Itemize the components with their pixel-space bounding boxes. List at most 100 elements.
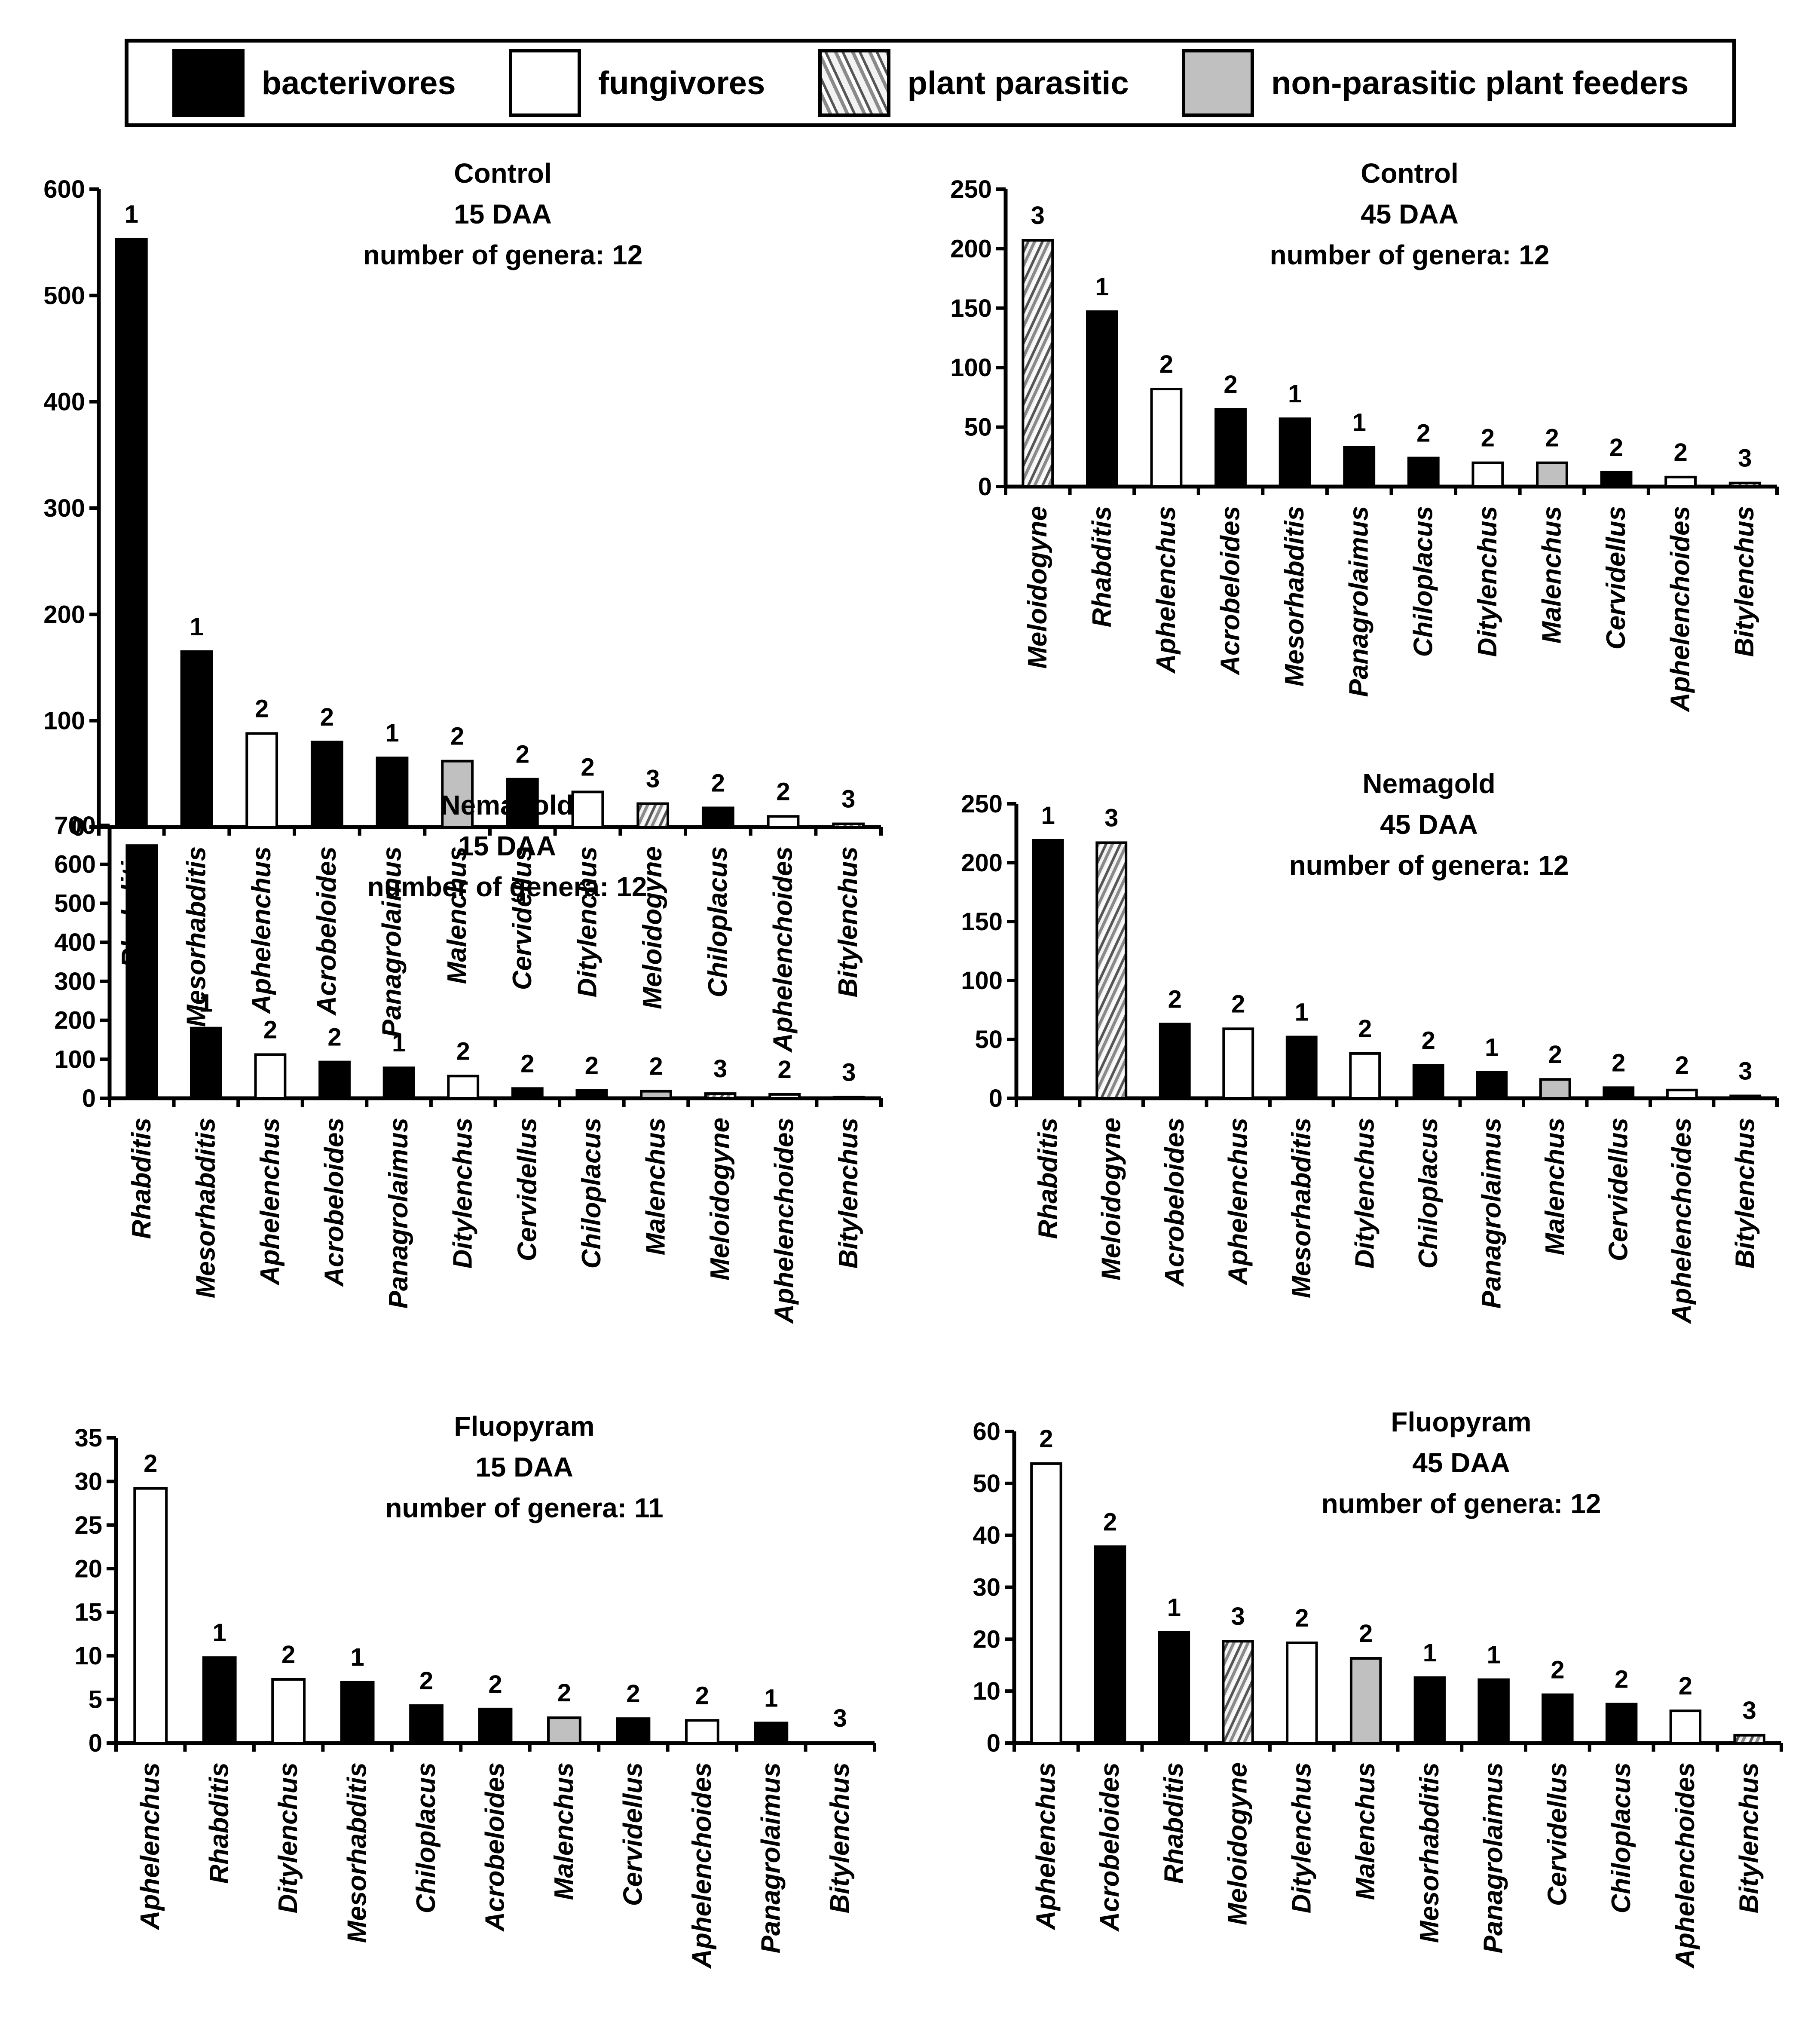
bar-ditylenchus xyxy=(1287,1643,1316,1743)
x-tick-label: Rhabditis xyxy=(1087,506,1116,627)
bar-mesorhabditis xyxy=(191,1028,221,1098)
x-tick-label: Malenchus xyxy=(1537,506,1566,643)
bar-chiloplacus xyxy=(1414,1065,1443,1098)
bar-malenchus xyxy=(1541,1079,1570,1098)
y-tick-label: 200 xyxy=(54,1007,96,1035)
bar-aphelenchus xyxy=(1152,389,1181,487)
x-tick-label: Chiloplacus xyxy=(1413,1118,1443,1268)
data-label: 2 xyxy=(1231,990,1245,1018)
y-tick-label: 0 xyxy=(978,473,992,501)
data-label: 2 xyxy=(263,1016,277,1044)
data-label: 2 xyxy=(1551,1656,1564,1684)
bar-rhabditis xyxy=(116,239,147,827)
y-tick-label: 400 xyxy=(54,928,96,956)
legend-swatch-non-parasitic xyxy=(1182,49,1254,117)
bar-chiloplacus xyxy=(1409,458,1438,487)
y-tick-label: 10 xyxy=(973,1677,1000,1705)
bar-aphelenchus xyxy=(256,1054,285,1098)
data-label: 3 xyxy=(1738,1057,1752,1085)
y-tick-label: 500 xyxy=(54,889,96,917)
y-tick-label: 0 xyxy=(82,1085,96,1112)
y-tick-label: 0 xyxy=(989,1085,1003,1112)
y-tick-label: 100 xyxy=(54,1045,96,1073)
data-label: 1 xyxy=(1295,999,1309,1026)
y-tick-label: 200 xyxy=(950,235,992,263)
bar-aphelenchus xyxy=(1031,1464,1061,1743)
data-label: 2 xyxy=(1612,1049,1625,1077)
x-tick-label: Cervidellus xyxy=(512,1118,542,1261)
x-tick-label: Malenchus xyxy=(1540,1118,1570,1255)
data-label: 1 xyxy=(213,1619,226,1647)
data-label: 2 xyxy=(1548,1041,1562,1069)
bar-panagrolaimus xyxy=(384,1068,414,1098)
data-label: 2 xyxy=(1615,1665,1628,1693)
y-tick-label: 150 xyxy=(961,908,1003,936)
data-label: 1 xyxy=(1095,273,1109,301)
x-tick-label: Chiloplacus xyxy=(411,1762,441,1913)
bar-aphelenchoides xyxy=(1666,477,1695,487)
data-label: 2 xyxy=(144,1450,157,1478)
bar-ditylenchus xyxy=(272,1679,304,1743)
x-tick-label: Bitylenchus xyxy=(825,1762,855,1913)
data-label: 1 xyxy=(199,990,213,1017)
bar-aphelenchoides xyxy=(686,1720,718,1743)
x-tick-label: Malenchus xyxy=(641,1118,670,1255)
chart-title-line: Control xyxy=(1361,158,1459,189)
y-tick-label: 0 xyxy=(89,1729,102,1757)
bar-panagrolaimus xyxy=(1479,1680,1508,1743)
data-label: 2 xyxy=(1416,420,1430,447)
bar-rhabditis xyxy=(1087,312,1117,487)
y-tick-label: 0 xyxy=(987,1729,1000,1757)
x-tick-label: Rhabditis xyxy=(205,1762,234,1884)
y-tick-label: 25 xyxy=(74,1511,102,1539)
bar-aphelenchoides xyxy=(1671,1711,1700,1743)
data-label: 2 xyxy=(1224,371,1237,398)
y-tick-label: 5 xyxy=(89,1686,102,1714)
y-tick-label: 700 xyxy=(54,812,96,839)
bar-acrobeloides xyxy=(1095,1547,1125,1743)
legend-item-bacterivores: bacterivores xyxy=(172,49,456,117)
x-tick-label: Acrobeloides xyxy=(480,1762,510,1932)
y-tick-label: 20 xyxy=(973,1625,1000,1653)
bar-aphelenchus xyxy=(135,1489,166,1743)
x-tick-label: Panagrolaimus xyxy=(756,1762,786,1953)
chart-control-15daa: Control 15 DAA number of genera: 12 0 100 200… xyxy=(0,146,907,744)
data-label: 2 xyxy=(1673,438,1687,466)
chart-title-line: Nemagold xyxy=(1362,768,1495,799)
x-tick-label: Ditylenchus xyxy=(1287,1762,1316,1913)
data-label: 1 xyxy=(135,807,149,835)
x-tick-label: Chiloplacus xyxy=(1606,1762,1636,1913)
bar-mesorhabditis xyxy=(1280,419,1310,487)
y-tick-label: 250 xyxy=(950,175,992,203)
y-tick-label: 500 xyxy=(43,282,85,309)
chart-title-line: Fluopyram xyxy=(454,1411,594,1442)
chart-title-line: number of genera: 12 xyxy=(363,239,643,270)
y-tick-label: 40 xyxy=(973,1522,1000,1550)
x-tick-label: Aphelenchoides xyxy=(1667,1118,1697,1324)
y-tick-label: 15 xyxy=(74,1599,102,1627)
x-tick-label: Cervidellus xyxy=(1542,1762,1572,1906)
bar-panagrolaimus xyxy=(755,1723,787,1743)
data-label: 1 xyxy=(1487,1641,1500,1669)
data-label: 2 xyxy=(419,1667,433,1695)
chart-title-line: number of genera: 11 xyxy=(385,1492,663,1523)
bar-cervidellus xyxy=(618,1719,649,1743)
bar-meloidogyne xyxy=(706,1094,735,1098)
bar-rhabditis xyxy=(204,1657,236,1743)
chart-title-line: 45 DAA xyxy=(1361,199,1459,230)
data-label: 2 xyxy=(1159,350,1173,378)
bar-meloidogyne xyxy=(1223,1641,1252,1743)
bar-acrobeloides xyxy=(320,1062,349,1098)
y-tick-label: 300 xyxy=(54,968,96,996)
y-tick-label: 10 xyxy=(74,1642,102,1670)
bar-rhabditis xyxy=(1034,840,1063,1098)
data-label: 2 xyxy=(1358,1015,1372,1043)
bar-cervidellus xyxy=(1604,1088,1633,1098)
x-tick-label: Acrobeloides xyxy=(320,1118,349,1287)
chart-title-line: Nemagold xyxy=(440,790,573,821)
data-label: 1 xyxy=(764,1684,778,1712)
chart-title-line: number of genera: 12 xyxy=(1321,1488,1601,1519)
x-tick-label: Panagrolaimus xyxy=(384,1118,413,1308)
x-tick-label: Mesorhabditis xyxy=(191,1118,220,1298)
data-label: 2 xyxy=(488,1670,502,1698)
